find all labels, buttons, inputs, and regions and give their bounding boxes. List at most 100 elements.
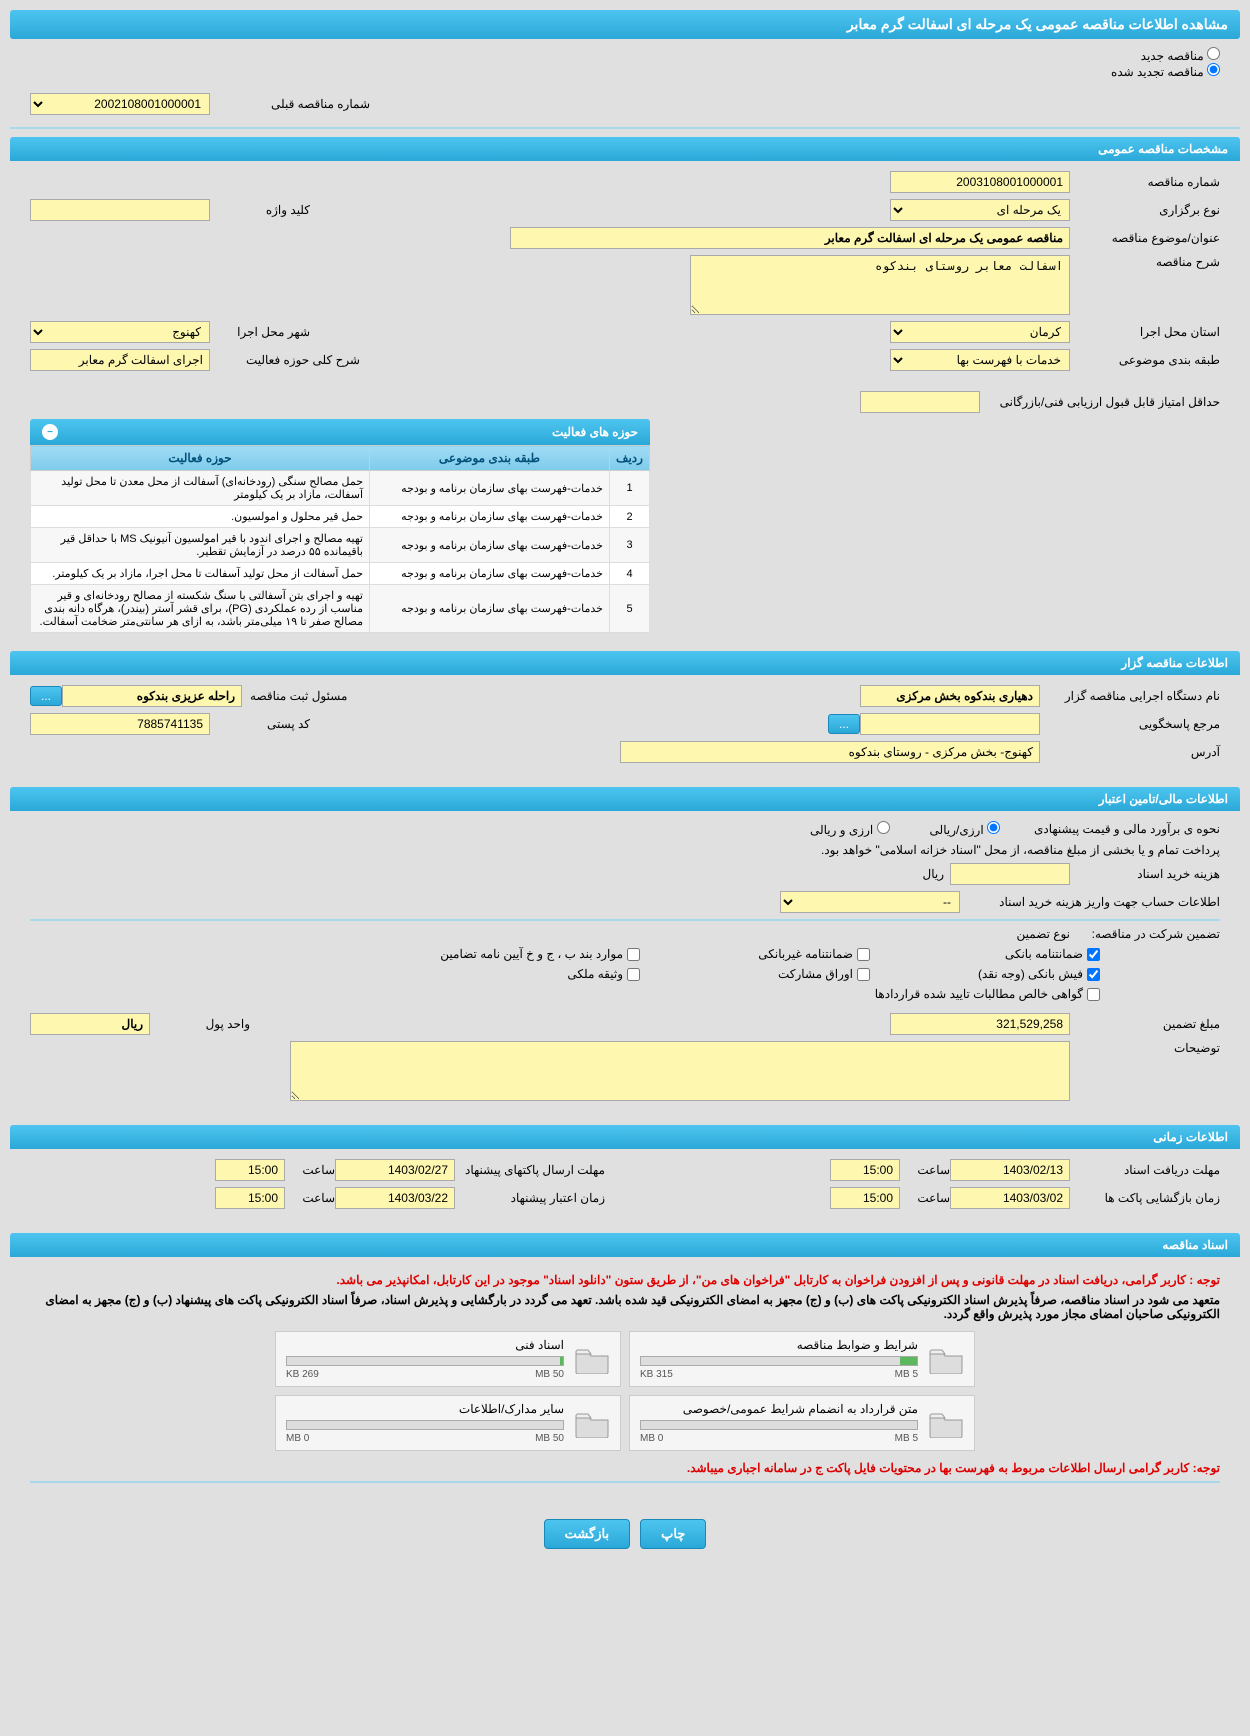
account-label: اطلاعات حساب جهت واریز هزینه خرید اسناد bbox=[960, 895, 1220, 909]
province-label: استان محل اجرا bbox=[1070, 325, 1220, 339]
progress-bar bbox=[640, 1420, 918, 1430]
doc-title: سایر مدارک/اطلاعات bbox=[286, 1402, 564, 1416]
progress-bar bbox=[286, 1420, 564, 1430]
min-score-input[interactable] bbox=[860, 391, 980, 413]
doc-title: شرایط و ضوابط مناقصه bbox=[640, 1338, 918, 1352]
city-select[interactable]: کهنوج bbox=[30, 321, 210, 343]
table-row: 3خدمات-فهرست بهای سازمان برنامه و بودجهت… bbox=[31, 528, 650, 563]
reg-label: مسئول ثبت مناقصه bbox=[242, 689, 347, 703]
valid-time[interactable] bbox=[215, 1187, 285, 1209]
table-row: 2خدمات-فهرست بهای سازمان برنامه و بودجهح… bbox=[31, 506, 650, 528]
account-select[interactable]: -- bbox=[780, 891, 960, 913]
section-financial: اطلاعات مالی/تامین اعتبار bbox=[10, 787, 1240, 811]
bid-send-time[interactable] bbox=[215, 1159, 285, 1181]
category-select[interactable]: خدمات با فهرست بها bbox=[890, 349, 1070, 371]
desc-textarea[interactable]: اسفالت معابر روستای بندکوه bbox=[690, 255, 1070, 315]
chk-cash[interactable]: فیش بانکی (وجه نقد) bbox=[900, 967, 1100, 981]
title-label: عنوان/موضوع مناقصه bbox=[1070, 231, 1220, 245]
amount-label: مبلغ تضمین bbox=[1070, 1017, 1220, 1031]
scope-input[interactable] bbox=[30, 349, 210, 371]
col-row: ردیف bbox=[610, 446, 650, 471]
section-documents: اسناد مناقصه bbox=[10, 1233, 1240, 1257]
keyword-label: کلید واژه bbox=[210, 203, 310, 217]
radio-rial[interactable]: ارزی/ریالی bbox=[930, 821, 1000, 837]
number-field: 2003108001000001 bbox=[890, 171, 1070, 193]
activity-header: حوزه های فعالیت − bbox=[30, 419, 650, 445]
open-time[interactable] bbox=[830, 1187, 900, 1209]
open-date[interactable] bbox=[950, 1187, 1070, 1209]
currency-unit: ریال bbox=[916, 867, 950, 881]
desc-label: شرح مناقصه bbox=[1070, 255, 1220, 269]
back-button[interactable]: بازگشت bbox=[544, 1519, 630, 1549]
section-general: مشخصات مناقصه عمومی bbox=[10, 137, 1240, 161]
prev-number-label: شماره مناقصه قبلی bbox=[220, 97, 370, 111]
page-title: مشاهده اطلاعات مناقصه عمومی یک مرحله ای … bbox=[10, 10, 1240, 39]
doc-box[interactable]: سایر مدارک/اطلاعات50 MB0 MB bbox=[275, 1395, 621, 1451]
doc-box[interactable]: متن قرارداد به انضمام شرایط عمومی/خصوصی5… bbox=[629, 1395, 975, 1451]
activity-table: ردیف طبقه بندی موضوعی حوزه فعالیت 1خدمات… bbox=[30, 445, 650, 633]
radio-renewed-tender[interactable]: مناقصه تجدید شده bbox=[1111, 65, 1220, 79]
exec-label: نام دستگاه اجرایی مناقصه گزار bbox=[1040, 689, 1220, 703]
unit-label: واحد پول bbox=[150, 1017, 250, 1031]
amount-input[interactable] bbox=[890, 1013, 1070, 1035]
doc-deadline-time[interactable] bbox=[830, 1159, 900, 1181]
chk-bank[interactable]: ضمانتنامه بانکی bbox=[900, 947, 1100, 961]
print-button[interactable]: چاپ bbox=[640, 1519, 706, 1549]
doc-deadline-label: مهلت دریافت اسناد bbox=[1070, 1163, 1220, 1177]
exec-input[interactable] bbox=[860, 685, 1040, 707]
ref-input[interactable] bbox=[860, 713, 1040, 735]
doc-note-1: توجه : کاربر گرامی، دریافت اسناد در مهلت… bbox=[30, 1273, 1220, 1287]
min-score-label: حداقل امتیاز قابل قبول ارزیابی فنی/بازرگ… bbox=[980, 395, 1220, 409]
section-timing: اطلاعات زمانی bbox=[10, 1125, 1240, 1149]
collapse-icon[interactable]: − bbox=[42, 424, 58, 440]
chk-bonds[interactable]: موارد بند ب ، ج و خ آیین نامه تضامین bbox=[440, 947, 640, 961]
bid-send-date[interactable] bbox=[335, 1159, 455, 1181]
keyword-input[interactable] bbox=[30, 199, 210, 221]
doc-cost-input[interactable] bbox=[950, 863, 1070, 885]
notes-textarea[interactable] bbox=[290, 1041, 1070, 1101]
chk-certificate[interactable]: گواهی خالص مطالبات تایید شده قراردادها bbox=[670, 987, 1100, 1001]
type-select[interactable]: یک مرحله ای bbox=[890, 199, 1070, 221]
title-input[interactable] bbox=[510, 227, 1070, 249]
doc-note-3: توجه: کاربر گرامی ارسال اطلاعات مربوط به… bbox=[30, 1461, 1220, 1475]
reg-input[interactable] bbox=[62, 685, 242, 707]
doc-size: 50 MB269 KB bbox=[286, 1369, 564, 1380]
chk-nonbank[interactable]: ضمانتنامه غیربانکی bbox=[670, 947, 870, 961]
post-input[interactable] bbox=[30, 713, 210, 735]
time-label-3: ساعت bbox=[285, 1163, 335, 1177]
radio-new-tender[interactable]: مناقصه جدید bbox=[1141, 49, 1220, 63]
doc-box[interactable]: اسناد فنی 50 MB269 KB bbox=[275, 1331, 621, 1387]
post-label: کد پستی bbox=[210, 717, 310, 731]
number-label: شماره مناقصه bbox=[1070, 175, 1220, 189]
addr-input[interactable] bbox=[620, 741, 1040, 763]
col-scope: حوزه فعالیت bbox=[31, 446, 370, 471]
table-row: 5خدمات-فهرست بهای سازمان برنامه و بودجهت… bbox=[31, 585, 650, 633]
time-label-4: ساعت bbox=[285, 1191, 335, 1205]
doc-box[interactable]: شرایط و ضوابط مناقصه5 MB315 KB bbox=[629, 1331, 975, 1387]
folder-icon bbox=[574, 1344, 610, 1374]
folder-icon bbox=[928, 1408, 964, 1438]
time-label-1: ساعت bbox=[900, 1163, 950, 1177]
type-label: نوع برگزاری bbox=[1070, 203, 1220, 217]
valid-label: زمان اعتبار پیشنهاد bbox=[455, 1191, 605, 1205]
chk-property[interactable]: وثیقه ملکی bbox=[440, 967, 640, 981]
reg-lookup-button[interactable]: ... bbox=[30, 686, 62, 706]
doc-title: اسناد فنی bbox=[286, 1338, 564, 1352]
folder-icon bbox=[574, 1408, 610, 1438]
province-select[interactable]: کرمان bbox=[890, 321, 1070, 343]
scope-label: شرح کلی حوزه فعالیت bbox=[210, 353, 360, 367]
unit-input[interactable] bbox=[30, 1013, 150, 1035]
table-row: 1خدمات-فهرست بهای سازمان برنامه و بودجهح… bbox=[31, 471, 650, 506]
prev-number-select[interactable]: 2002108001000001 bbox=[30, 93, 210, 115]
doc-deadline-date[interactable] bbox=[950, 1159, 1070, 1181]
section-organizer: اطلاعات مناقصه گزار bbox=[10, 651, 1240, 675]
folder-icon bbox=[928, 1344, 964, 1374]
time-label-2: ساعت bbox=[900, 1191, 950, 1205]
category-label: طبقه بندی موضوعی bbox=[1070, 353, 1220, 367]
progress-bar bbox=[640, 1356, 918, 1366]
guarantee-type-label: نوع تضمین bbox=[970, 927, 1070, 941]
chk-stocks[interactable]: اوراق مشارکت bbox=[670, 967, 870, 981]
ref-lookup-button[interactable]: ... bbox=[828, 714, 860, 734]
valid-date[interactable] bbox=[335, 1187, 455, 1209]
radio-currency[interactable]: ارزی و ریالی bbox=[810, 821, 890, 837]
